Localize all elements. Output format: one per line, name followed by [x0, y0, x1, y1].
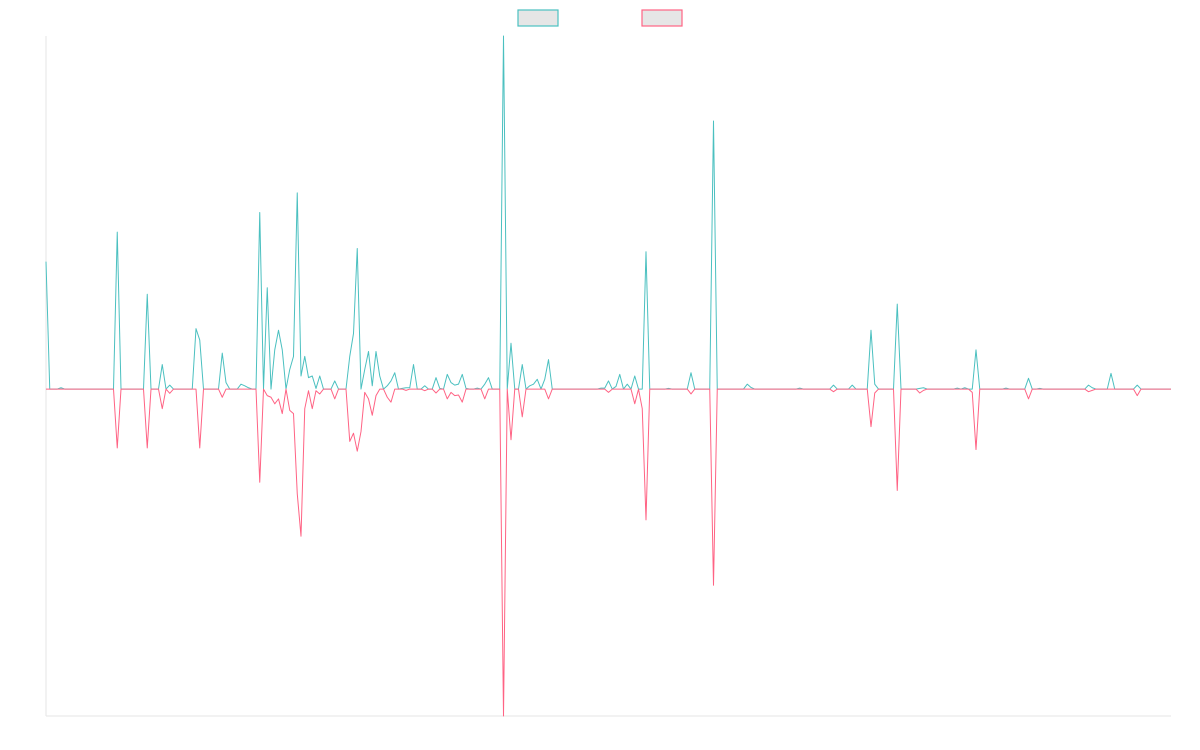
series-line-series_b: [46, 388, 1171, 717]
legend[interactable]: [517, 9, 683, 27]
series-line-series_a: [45, 35, 1171, 390]
legend-item-series_a[interactable]: [517, 9, 559, 27]
series-layer: [45, 35, 1171, 717]
legend-swatch-series_b[interactable]: [641, 9, 683, 27]
legend-item-series_b[interactable]: [641, 9, 683, 27]
chart-axes: [45, 36, 1171, 717]
legend-swatch-series_a[interactable]: [517, 9, 559, 27]
